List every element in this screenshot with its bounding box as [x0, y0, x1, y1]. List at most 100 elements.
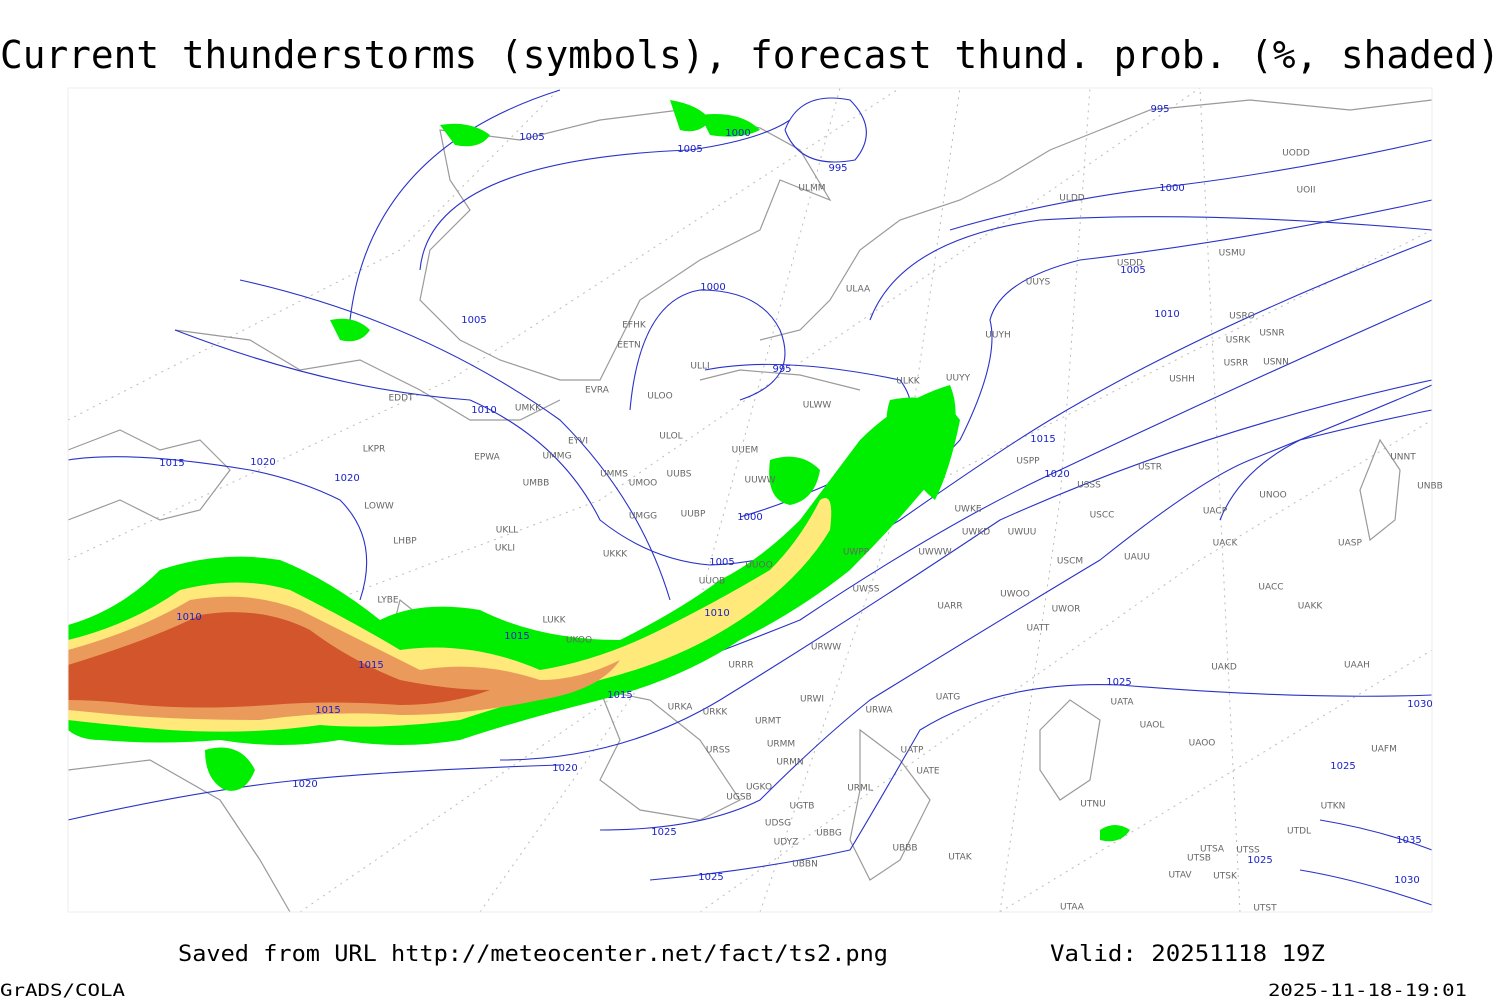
isobar-label: 1015	[1030, 434, 1055, 445]
station-label: UTST	[1253, 904, 1277, 914]
station-label: UODD	[1282, 149, 1310, 159]
station-label: ULOO	[647, 392, 672, 402]
station-label: USRO	[1229, 312, 1255, 322]
station-label: UKKK	[603, 550, 628, 560]
station-label: ULAA	[846, 285, 871, 295]
isobar-label: 1025	[1106, 677, 1131, 688]
storm-shading	[68, 100, 1130, 842]
station-label: USDD	[1117, 259, 1143, 269]
station-label: UWKE	[954, 505, 981, 515]
isobar-label: 995	[828, 163, 847, 174]
station-label: UAFM	[1371, 745, 1397, 755]
station-label: UMOO	[629, 479, 658, 489]
station-label: USSS	[1077, 481, 1101, 491]
isobar-label: 1010	[704, 608, 729, 619]
station-label: UWOR	[1052, 605, 1081, 615]
station-label: UNOO	[1259, 491, 1287, 501]
station-label: UKLL	[496, 526, 519, 536]
map-frame	[67, 87, 1433, 913]
station-label: UUEM	[732, 446, 759, 456]
map-labels: ULMM ULDD UODD UOII USMU USDD ULAA UUYS UUYH USRO…	[159, 104, 1443, 914]
isobar-label: 1000	[700, 282, 725, 293]
isobar-label: 1010	[1154, 309, 1179, 320]
station-label: URMT	[755, 717, 782, 727]
station-label: UBBB	[892, 844, 917, 854]
software: GrADS/COLA	[0, 981, 125, 1000]
station-label: USNN	[1263, 358, 1289, 368]
isobar-label: 1010	[471, 405, 496, 416]
isobar-label: 1020	[292, 779, 317, 790]
station-label: UTAK	[948, 853, 973, 863]
station-label: URWW	[811, 643, 841, 653]
isobar-label: 995	[772, 364, 791, 375]
station-label: USPP	[1016, 457, 1040, 467]
station-label: UUYH	[985, 331, 1010, 341]
station-label: UAOO	[1189, 739, 1216, 749]
isobar-label: 1000	[725, 128, 750, 139]
station-label: UACC	[1258, 583, 1283, 593]
isobar-label: 1020	[552, 763, 577, 774]
station-label: LUKK	[543, 616, 567, 626]
station-label: UMMG	[542, 452, 571, 462]
station-label: USCM	[1057, 557, 1083, 567]
station-label: UBBN	[792, 860, 818, 870]
station-label: UGKO	[746, 783, 772, 793]
isobar-label: 1000	[737, 512, 762, 523]
station-label: USHH	[1169, 375, 1195, 385]
station-label: UATE	[916, 767, 940, 777]
station-label: UWUU	[1008, 528, 1037, 538]
station-label: URKK	[703, 708, 729, 718]
station-label: UUOO	[745, 561, 772, 571]
station-label: USNR	[1259, 329, 1284, 339]
station-label: UWKD	[962, 528, 990, 538]
station-label: UUYY	[946, 374, 971, 384]
isobar-label: 1030	[1407, 699, 1432, 710]
station-label: UMBB	[523, 479, 550, 489]
isobar-label: 1005	[461, 315, 486, 326]
station-label: URRR	[728, 661, 753, 671]
station-label: UTAV	[1168, 871, 1192, 881]
station-label: UTSB	[1187, 854, 1211, 864]
station-label: UAOL	[1140, 721, 1165, 731]
station-label: ULDD	[1059, 194, 1085, 204]
isobar-label: 1035	[1396, 835, 1421, 846]
station-label: USCC	[1090, 511, 1115, 521]
station-label: UARR	[937, 602, 962, 612]
isobar-label: 995	[1150, 104, 1169, 115]
station-label: UTNU	[1080, 800, 1105, 810]
isobar-label: 1015	[504, 631, 529, 642]
station-label: URSS	[706, 746, 731, 756]
station-label: UTAA	[1060, 903, 1085, 913]
isobar-label: 1005	[1120, 265, 1145, 276]
station-label: URWI	[800, 695, 824, 705]
isobar-label: 1020	[334, 473, 359, 484]
station-label: UAKD	[1211, 663, 1237, 673]
station-label: UTSS	[1236, 846, 1260, 856]
station-label: ULMM	[798, 184, 825, 194]
station-label: UTKN	[1321, 802, 1346, 812]
isobar-label: 1005	[519, 132, 544, 143]
station-label: UACK	[1213, 539, 1239, 549]
station-label: UTDL	[1287, 827, 1311, 837]
station-label: USMU	[1219, 249, 1246, 259]
station-label: UUYS	[1026, 278, 1051, 288]
title: Current thunderstorms (symbols), forecas…	[0, 33, 1500, 77]
station-label: URKA	[668, 703, 694, 713]
station-label: EETN	[617, 341, 641, 351]
station-label: UUWW	[745, 476, 776, 486]
station-label: USRR	[1224, 359, 1249, 369]
valid-time: Valid: 20251118 19Z	[1050, 942, 1325, 967]
station-label: UATT	[1027, 624, 1050, 634]
station-label: UAKK	[1298, 602, 1324, 612]
isobar-label: 1030	[1394, 875, 1419, 886]
station-label: UNBB	[1417, 482, 1443, 492]
isobar-label: 1015	[159, 458, 184, 469]
station-label: LKPR	[363, 445, 386, 455]
station-label: UWSS	[853, 585, 880, 595]
station-label: URML	[847, 784, 873, 794]
station-label: UAUU	[1124, 553, 1150, 563]
station-label: UUBS	[667, 470, 692, 480]
station-label: UDYZ	[774, 838, 799, 848]
station-label: UMGG	[629, 512, 657, 522]
